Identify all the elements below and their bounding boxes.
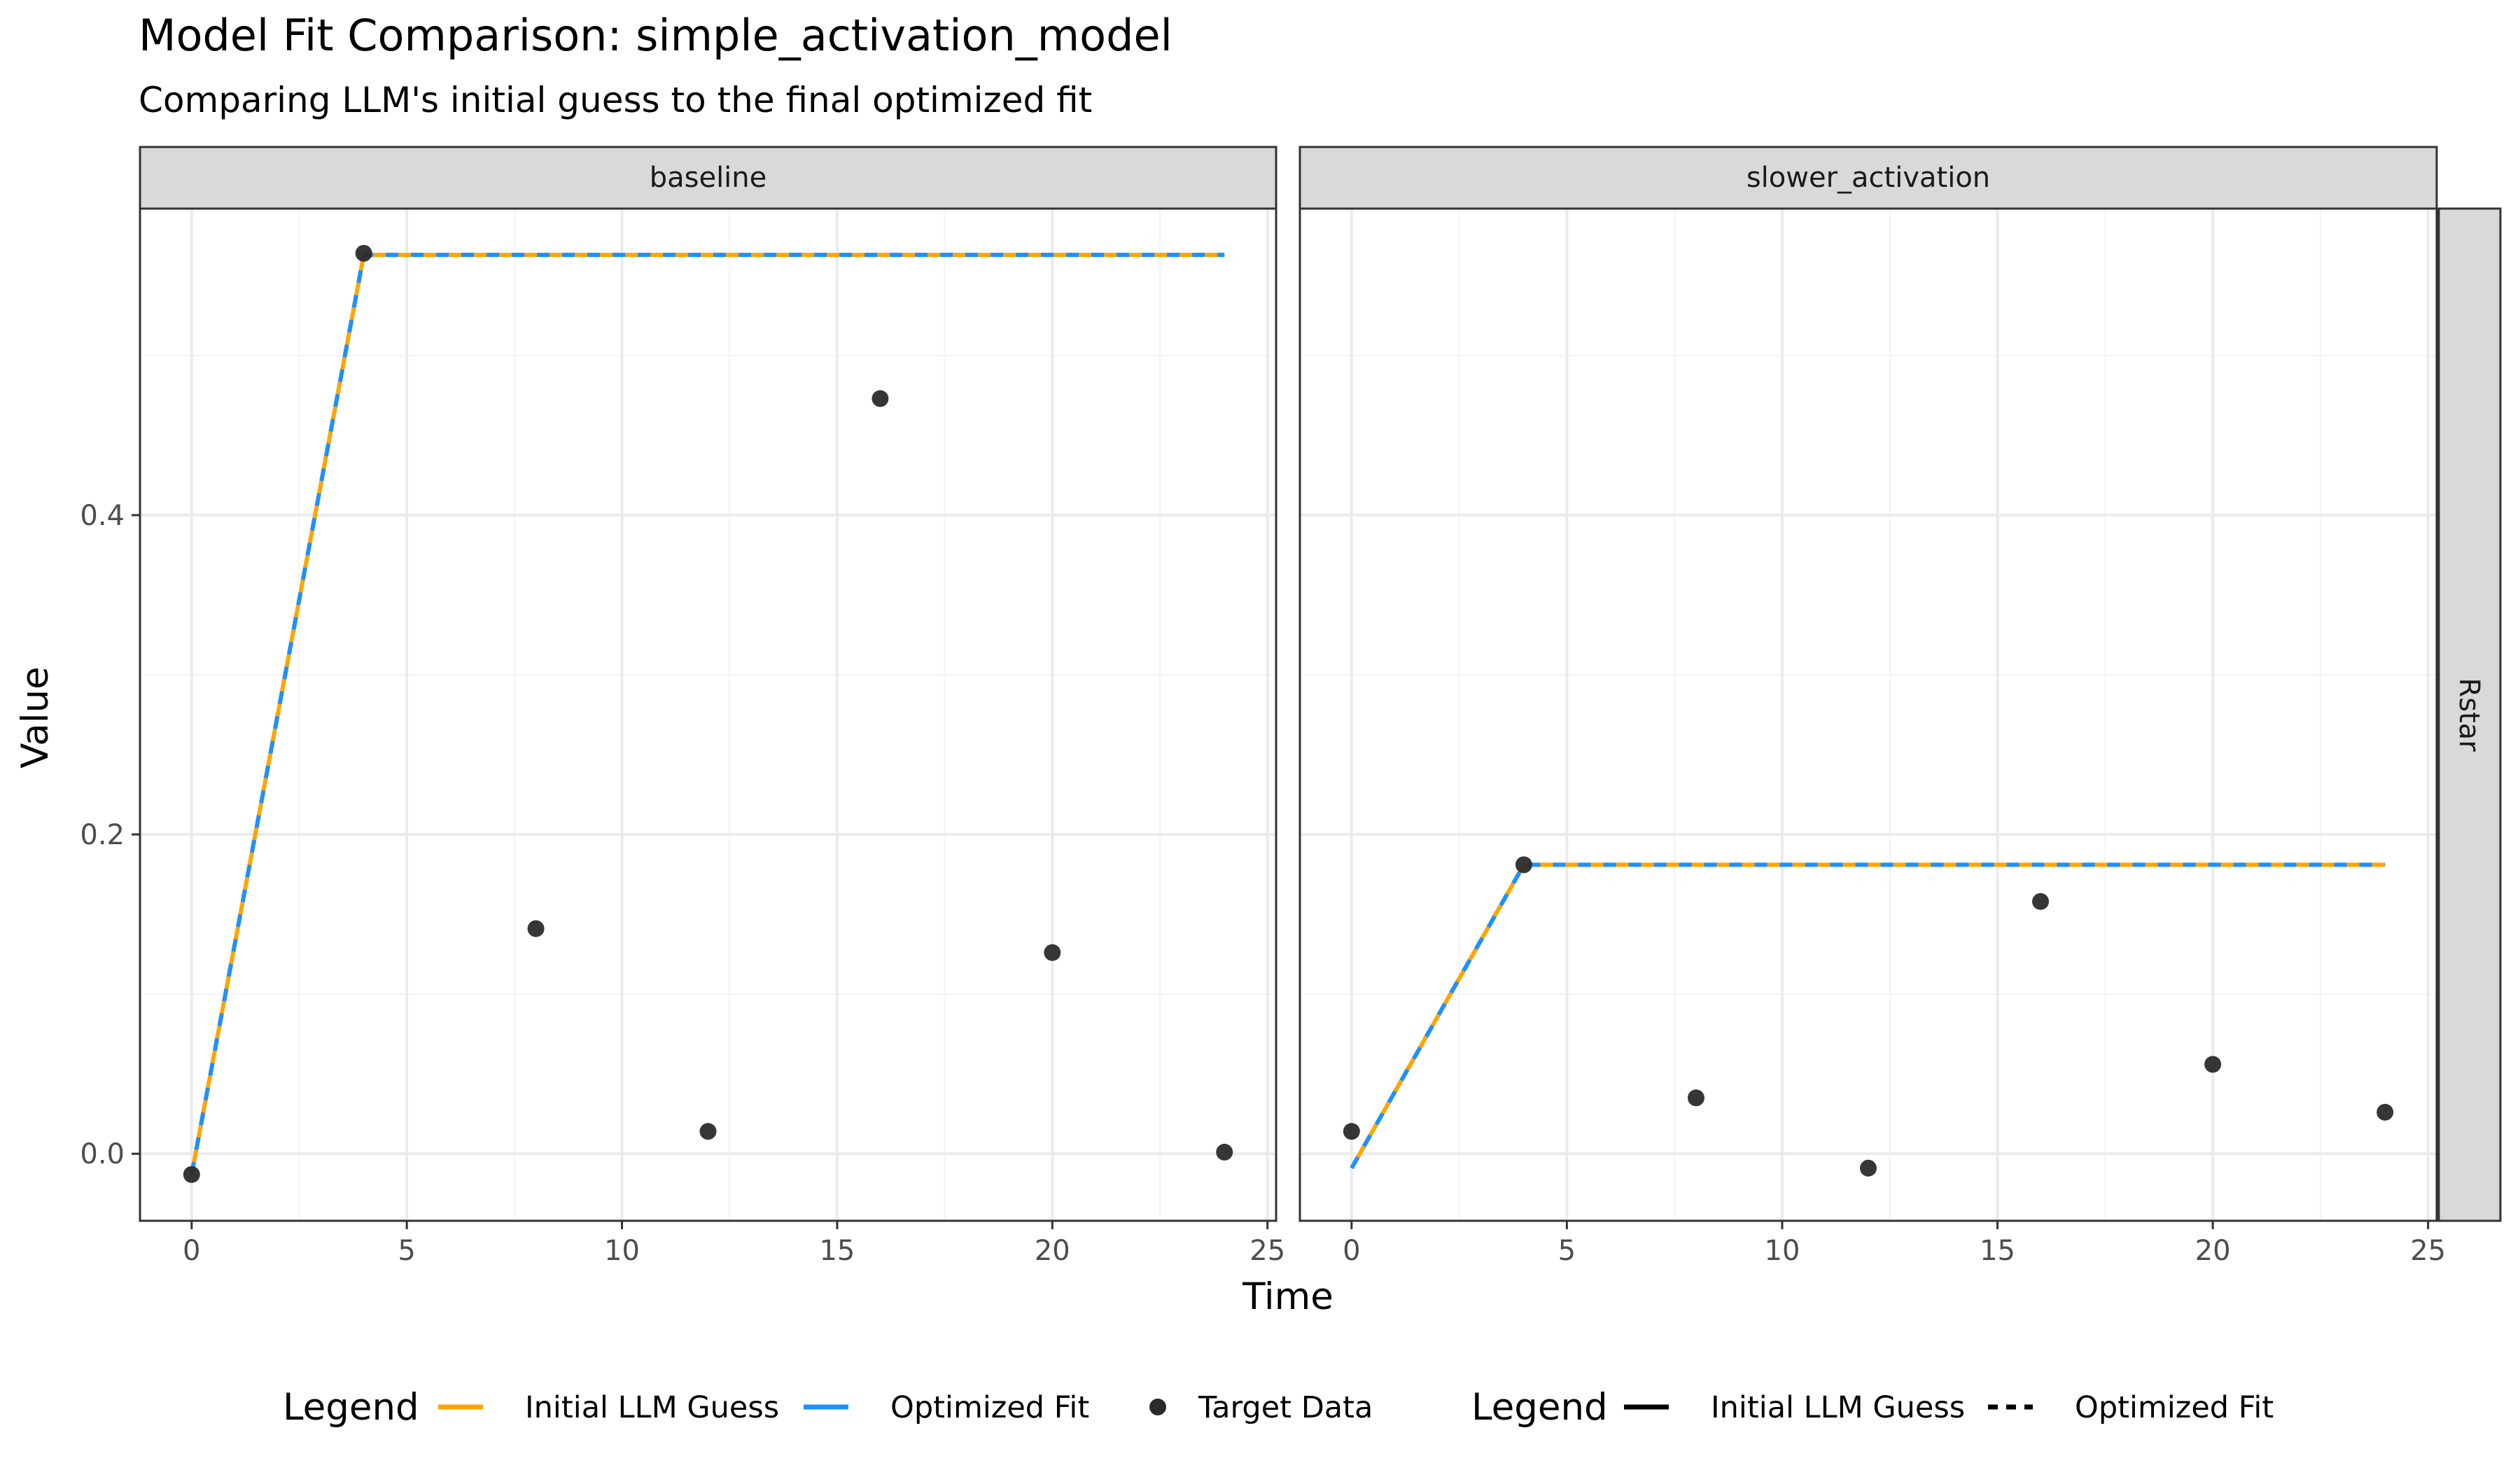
legend-item-label: Initial LLM Guess <box>525 1390 779 1425</box>
target-data-point <box>1687 1089 1704 1107</box>
facet-strip-label: slower_activation <box>1746 162 1990 194</box>
target-data-point <box>872 390 889 407</box>
x-tick-label: 5 <box>1558 1235 1576 1267</box>
panel-background <box>1300 209 2437 1221</box>
target-data-point <box>2032 892 2050 910</box>
y-tick-label: 0.4 <box>80 500 125 532</box>
x-tick-label: 20 <box>2195 1235 2231 1267</box>
facet-panel-baseline: baseline 0 5 10 15 20 25 0.0 0.2 0.4 <box>80 146 1285 1267</box>
y-axis-label: Value <box>14 666 57 769</box>
legend-group-1: Legend Initial LLM Guess Optimized Fit Targ… <box>283 1386 1373 1429</box>
legend-group-2: Legend Initial LLM Guess Optimized Fit <box>1471 1386 2274 1429</box>
legend-item-label: Optimized Fit <box>2075 1390 2274 1425</box>
x-tick-label: 15 <box>1980 1235 2015 1267</box>
x-tick-label: 10 <box>604 1235 640 1267</box>
chart-subtitle: Comparing LLM's initial guess to the fin… <box>139 80 1092 120</box>
x-tick-label: 5 <box>398 1235 415 1267</box>
target-data-point <box>1044 944 1061 961</box>
row-strip: Rstar <box>2437 207 2502 1222</box>
optimized-fit-line <box>1350 862 2386 1170</box>
legend-title: Legend <box>1471 1386 1608 1429</box>
legend-title: Legend <box>283 1386 419 1429</box>
legend-item-label: Target Data <box>1198 1390 1373 1425</box>
x-axis-label: Time <box>1242 1275 1334 1318</box>
x-tick-label: 0 <box>1343 1235 1360 1267</box>
x-tick-label: 10 <box>1765 1235 1800 1267</box>
legend-item-label: Optimized Fit <box>890 1390 1089 1425</box>
facet-strip <box>139 146 1278 210</box>
y-tick-label: 0.2 <box>80 819 125 851</box>
target-data-point <box>699 1123 717 1140</box>
row-strip-background <box>2437 207 2502 1222</box>
x-tick-label: 15 <box>819 1235 855 1267</box>
x-tick-label: 20 <box>1035 1235 1070 1267</box>
x-tick-label: 0 <box>183 1235 200 1267</box>
target-data-point <box>2204 1056 2222 1073</box>
y-tick-label: 0.0 <box>80 1138 125 1170</box>
x-tick-label: 25 <box>2410 1235 2446 1267</box>
chart-title: Model Fit Comparison: simple_activation_… <box>139 10 1172 61</box>
row-strip-label: Rstar <box>2453 678 2485 752</box>
target-data-point <box>527 920 545 937</box>
panel-background <box>140 209 1276 1221</box>
target-data-point <box>183 1166 200 1183</box>
legend-key-point <box>1149 1399 1166 1415</box>
target-data-point <box>1515 856 1532 874</box>
facet-strip <box>1298 146 2438 210</box>
facet-panel-slower_activation: slower_activation 0 5 10 15 20 25 <box>1298 146 2446 1267</box>
target-data-point <box>1860 1159 1877 1177</box>
target-data-point <box>2376 1103 2394 1121</box>
facet-strip-label: baseline <box>650 162 767 194</box>
target-data-point <box>1216 1143 1233 1161</box>
legend: Legend Initial LLM Guess Optimized Fit Targ… <box>283 1386 2274 1429</box>
facet-panels: baseline 0 5 10 15 20 25 0.0 0.2 0.4 slower_activa… <box>80 146 2446 1267</box>
legend-item-label: Initial LLM Guess <box>1711 1390 1965 1425</box>
target-data-point <box>355 244 372 262</box>
target-data-point <box>1343 1123 1360 1140</box>
x-tick-label: 25 <box>1250 1235 1285 1267</box>
